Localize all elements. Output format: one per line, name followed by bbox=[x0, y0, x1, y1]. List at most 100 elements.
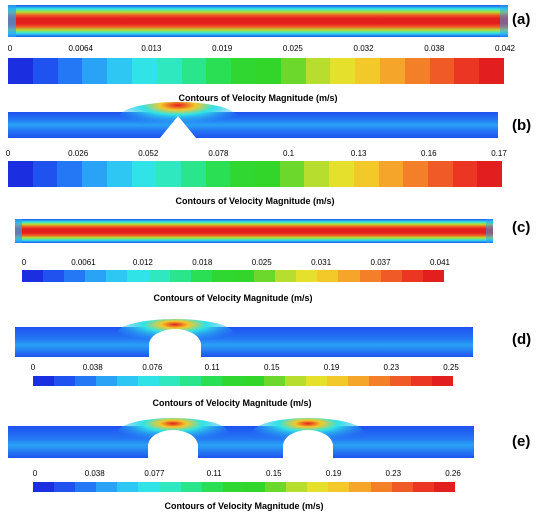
panel-label-b: (b) bbox=[512, 117, 532, 134]
colorbar-segment bbox=[307, 482, 329, 492]
colorbar-tick-label: 0.025 bbox=[251, 258, 272, 267]
colorbar-segment bbox=[8, 58, 33, 84]
colorbar-segment bbox=[279, 161, 305, 187]
colorbar-tick-label: 0.26 bbox=[445, 469, 461, 478]
colorbar-segment bbox=[401, 270, 423, 282]
colorbar-segment bbox=[329, 161, 354, 187]
colorbar-segment bbox=[454, 58, 480, 84]
colorbar-segment bbox=[180, 482, 202, 492]
colorbar-segment bbox=[64, 270, 86, 282]
colorbar-segment bbox=[156, 58, 182, 84]
panel-label-e: (e) bbox=[512, 433, 531, 450]
colorbar-tick-label: 0.018 bbox=[192, 258, 213, 267]
colorbar-segment bbox=[22, 270, 44, 282]
colorbar-segment bbox=[243, 376, 264, 386]
colorbar-segment bbox=[43, 270, 65, 282]
colorbar-segment bbox=[222, 482, 244, 492]
colorbar-segment bbox=[33, 482, 55, 492]
colorbar-tick-label: 0.19 bbox=[323, 363, 340, 372]
panel-label-c: (c) bbox=[512, 219, 531, 236]
colorbar-segment bbox=[180, 376, 201, 386]
colorbar-segment bbox=[75, 376, 96, 386]
colorbar-segment bbox=[205, 161, 231, 187]
colorbar-segment bbox=[159, 376, 180, 386]
colorbar-segment bbox=[370, 482, 392, 492]
colorbar-segment bbox=[85, 270, 107, 282]
colorbar-segment bbox=[379, 58, 405, 84]
colorbar-tick-label: 0.042 bbox=[494, 44, 516, 53]
colorbar-segment bbox=[355, 58, 380, 84]
caption-e: Contours of Velocity Magnitude (m/s) bbox=[164, 501, 324, 511]
colorbar-segment bbox=[96, 482, 118, 492]
colorbar-tick-label: 0.076 bbox=[142, 363, 163, 372]
colorbar-tick-label: 0 bbox=[5, 149, 11, 158]
colorbar-segment bbox=[327, 376, 348, 386]
colorbar-tick-label: 0.013 bbox=[141, 44, 162, 53]
colorbar-segment bbox=[148, 270, 170, 282]
colorbar-segment bbox=[232, 270, 255, 282]
colorbar-segment bbox=[32, 161, 58, 187]
colorbar-segment bbox=[432, 376, 453, 386]
colorbar-segment bbox=[131, 161, 157, 187]
colorbar-segment bbox=[380, 270, 402, 282]
caption-b: Contours of Velocity Magnitude (m/s) bbox=[175, 196, 335, 206]
colorbar-a bbox=[8, 58, 504, 84]
colorbar-segment bbox=[264, 376, 285, 386]
colorbar-segment bbox=[404, 58, 430, 84]
colorbar-tick-label: 0.077 bbox=[144, 469, 165, 478]
colorbar-segment bbox=[378, 161, 404, 187]
colorbar-segment bbox=[181, 58, 207, 84]
colorbar-tick-label: 0.038 bbox=[82, 363, 103, 372]
panel-label-d: (d) bbox=[512, 331, 532, 348]
velocity-field-d bbox=[15, 319, 473, 357]
colorbar-segment bbox=[230, 161, 256, 187]
colorbar-segment bbox=[280, 58, 306, 84]
colorbar-tick-label: 0.16 bbox=[421, 149, 437, 158]
colorbar-segment bbox=[304, 161, 330, 187]
colorbar-segment bbox=[54, 482, 76, 492]
colorbar-e bbox=[33, 482, 455, 492]
caption-d: Contours of Velocity Magnitude (m/s) bbox=[152, 398, 312, 408]
colorbar-b bbox=[8, 161, 503, 187]
colorbar-tick-label: 0.038 bbox=[424, 44, 445, 53]
colorbar-tick-label: 0.019 bbox=[212, 44, 233, 53]
colorbar-segment bbox=[306, 376, 327, 386]
colorbar-d bbox=[33, 376, 453, 386]
caption-c: Contours of Velocity Magnitude (m/s) bbox=[153, 293, 313, 303]
colorbar-segment bbox=[265, 482, 287, 492]
colorbar-segment bbox=[243, 482, 266, 492]
colorbar-segment bbox=[359, 270, 381, 282]
colorbar-segment bbox=[330, 58, 356, 84]
colorbar-tick-label: 0.025 bbox=[282, 44, 303, 53]
caption-a: Contours of Velocity Magnitude (m/s) bbox=[178, 93, 338, 103]
colorbar-segment bbox=[82, 161, 107, 187]
colorbar-segment bbox=[349, 482, 371, 492]
colorbar-segment bbox=[75, 482, 97, 492]
colorbar-segment bbox=[254, 270, 276, 282]
colorbar-segment bbox=[211, 270, 233, 282]
colorbar-segment bbox=[479, 58, 504, 84]
colorbar-segment bbox=[433, 482, 455, 492]
colorbar-tick-label: 0.17 bbox=[491, 149, 507, 158]
colorbar-tick-label: 0 bbox=[30, 363, 36, 372]
colorbar-segment bbox=[106, 270, 128, 282]
colorbar-segment bbox=[57, 58, 83, 84]
colorbar-segment bbox=[338, 270, 360, 282]
velocity-field-e bbox=[8, 418, 474, 458]
colorbar-segment bbox=[429, 58, 455, 84]
colorbar-segment bbox=[275, 270, 297, 282]
colorbar-tick-label: 0.078 bbox=[208, 149, 229, 158]
colorbar-segment bbox=[411, 376, 432, 386]
colorbar-segment bbox=[180, 161, 206, 187]
colorbar-tick-label: 0.19 bbox=[325, 469, 342, 478]
colorbar-segment bbox=[33, 376, 54, 386]
colorbar-segment bbox=[96, 376, 117, 386]
colorbar-tick-label: 0.0064 bbox=[68, 44, 93, 53]
colorbar-tick-label: 0.15 bbox=[264, 363, 280, 372]
colorbar-tick-label: 0 bbox=[32, 469, 38, 478]
colorbar-segment bbox=[422, 270, 444, 282]
colorbar-segment bbox=[390, 376, 411, 386]
colorbar-tick-label: 0.23 bbox=[385, 469, 402, 478]
colorbar-segment bbox=[231, 58, 256, 84]
colorbar-segment bbox=[255, 58, 281, 84]
